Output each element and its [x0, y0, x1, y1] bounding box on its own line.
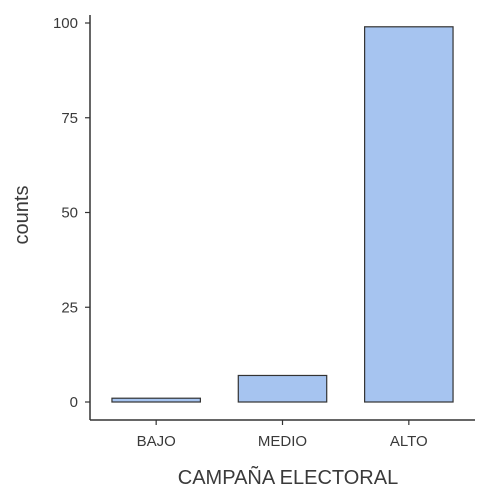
x-tick-label: ALTO [390, 433, 428, 450]
bar-bajo [111, 397, 201, 403]
y-tick-label: 50 [61, 205, 78, 222]
y-tick-label: 100 [53, 15, 78, 32]
x-tick-label: BAJO [137, 433, 176, 450]
bar-medio [237, 374, 328, 403]
x-axis-title: CAMPAÑA ELECTORAL [178, 465, 398, 489]
y-tick-label: 25 [61, 299, 78, 316]
bar-alto [364, 26, 454, 403]
x-axis-ticks: BAJO MEDIO ALTO [137, 420, 428, 450]
y-tick-label: 75 [61, 110, 78, 127]
bars [111, 26, 454, 403]
y-tick-label: 0 [70, 394, 78, 411]
y-axis-title: counts [11, 186, 33, 245]
x-tick-label: MEDIO [258, 433, 307, 450]
y-axis-ticks: 0 25 50 75 100 [53, 15, 90, 411]
